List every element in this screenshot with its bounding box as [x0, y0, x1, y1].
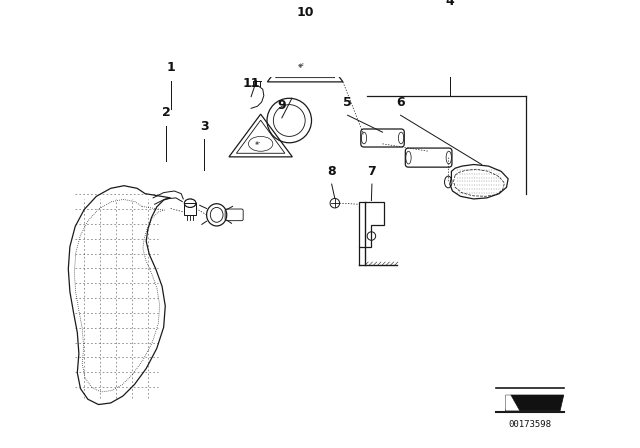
Text: 00173598: 00173598: [509, 420, 552, 430]
Text: 11: 11: [243, 78, 260, 90]
Text: 7: 7: [367, 165, 376, 178]
Text: 10: 10: [296, 6, 314, 19]
Text: 8: 8: [327, 165, 336, 178]
Text: 9: 9: [278, 99, 286, 112]
Text: ❋²: ❋²: [255, 141, 260, 146]
Text: 6: 6: [396, 96, 405, 109]
Text: 5: 5: [343, 96, 352, 109]
Text: 3: 3: [200, 120, 209, 133]
Polygon shape: [506, 395, 520, 411]
Text: ❋²: ❋²: [298, 64, 304, 69]
Text: 4: 4: [445, 0, 454, 8]
Polygon shape: [506, 395, 564, 411]
Text: 1: 1: [166, 61, 175, 74]
Text: 2: 2: [162, 107, 171, 120]
